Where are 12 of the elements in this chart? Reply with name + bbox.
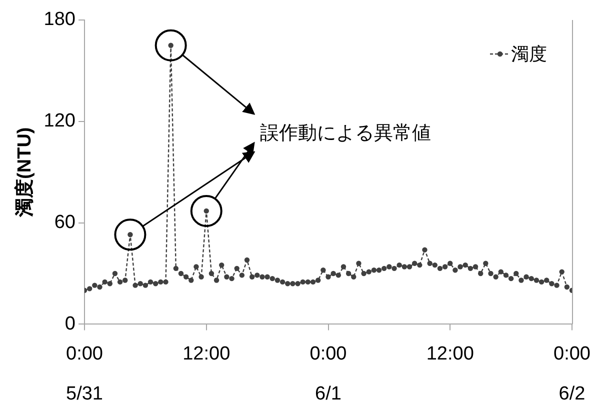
x-tick-label: 12:00 [426,343,474,364]
y-tick-label: 180 [44,9,76,30]
legend-label: 濁度 [511,43,547,66]
x-tick-label: 0:00 6/2 [554,343,590,404]
y-axis-title: 濁度(NTU) [14,127,36,218]
y-tick-label: 60 [54,212,76,234]
annotation: 誤作動による異常値 [260,122,431,146]
x-tick-label: 0:00 6/1 [310,343,347,404]
x-tick-label: 0:00 5/31 [66,343,103,404]
y-tick-label: 120 [44,110,76,132]
y-tick-label: 0 [64,313,76,334]
x-tick-label: 12:00 [182,343,230,364]
